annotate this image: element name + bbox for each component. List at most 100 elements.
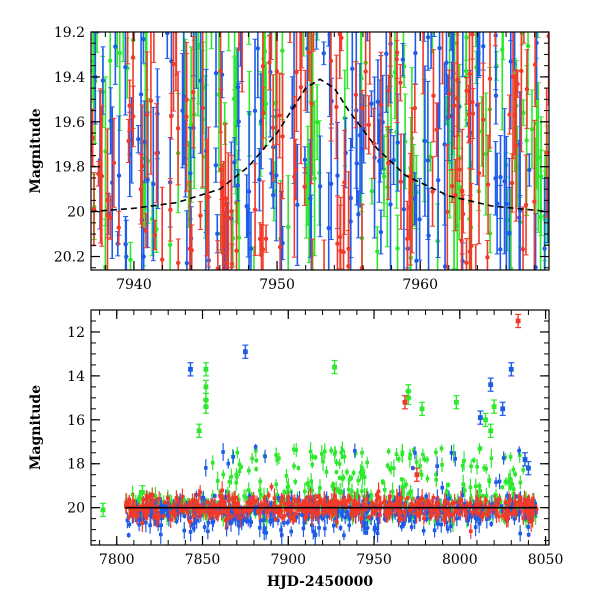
data-point <box>473 525 478 529</box>
data-point <box>511 467 516 472</box>
data-point <box>388 7 392 11</box>
data-point <box>150 503 155 508</box>
data-point <box>317 184 323 189</box>
outlier-point <box>526 465 531 471</box>
data-point <box>400 450 405 455</box>
data-point <box>443 513 448 518</box>
data-point <box>346 263 351 269</box>
y-tick-label: 20 <box>67 205 85 221</box>
data-point <box>513 499 517 504</box>
data-point <box>408 206 413 212</box>
data-point <box>433 518 438 523</box>
data-point <box>503 500 508 505</box>
data-point <box>525 43 531 49</box>
data-point <box>275 457 279 462</box>
data-point <box>446 527 450 531</box>
data-point <box>449 506 454 511</box>
data-point <box>513 143 519 148</box>
data-point <box>499 504 504 509</box>
data-point <box>145 21 149 25</box>
data-point <box>252 507 256 511</box>
data-point <box>198 490 202 495</box>
data-point <box>215 266 220 270</box>
data-point <box>308 27 312 31</box>
data-point <box>247 508 252 513</box>
bottom-panel-data-points <box>100 313 539 545</box>
data-point <box>236 513 240 517</box>
data-point <box>237 469 242 474</box>
data-point <box>343 515 347 520</box>
data-point <box>531 503 536 507</box>
data-point <box>252 207 258 212</box>
data-point <box>105 197 110 203</box>
data-point <box>518 531 522 536</box>
data-point <box>144 520 148 525</box>
data-point <box>366 501 371 505</box>
data-point <box>274 69 280 74</box>
data-point <box>353 449 357 453</box>
data-point <box>246 189 252 194</box>
outlier-point <box>522 456 528 462</box>
data-point <box>300 5 304 9</box>
data-point <box>173 32 179 34</box>
data-point <box>140 521 145 525</box>
data-point <box>224 525 229 530</box>
data-point <box>531 512 536 516</box>
data-point <box>338 490 343 495</box>
data-point <box>425 476 430 481</box>
data-point <box>494 493 498 498</box>
data-point <box>232 160 237 165</box>
outlier-point <box>188 366 193 372</box>
data-point <box>449 451 454 455</box>
data-point <box>291 502 295 506</box>
data-point <box>401 207 407 212</box>
data-point <box>426 504 431 508</box>
data-point <box>282 513 287 518</box>
data-point <box>378 513 382 517</box>
data-point <box>129 1 133 5</box>
data-point <box>367 498 372 502</box>
data-point <box>378 102 384 108</box>
data-point <box>507 112 512 117</box>
data-point <box>342 455 347 459</box>
data-point <box>194 493 199 497</box>
data-point <box>326 225 331 231</box>
data-point <box>329 504 333 508</box>
data-point <box>258 518 263 523</box>
data-point <box>137 494 142 499</box>
data-point <box>340 448 345 453</box>
data-point <box>128 257 133 262</box>
data-point <box>532 62 538 67</box>
data-point <box>390 508 395 513</box>
data-point <box>212 494 217 498</box>
data-point <box>356 212 361 217</box>
data-point <box>315 3 319 7</box>
data-point <box>286 494 291 499</box>
data-point <box>175 126 181 131</box>
data-point <box>461 482 465 487</box>
data-point <box>95 25 99 29</box>
data-point <box>282 502 287 506</box>
data-point <box>293 511 297 516</box>
data-point <box>340 511 344 516</box>
data-point <box>390 489 395 494</box>
data-point <box>442 142 447 147</box>
data-point <box>213 162 219 168</box>
data-point <box>474 271 478 275</box>
data-point <box>226 489 230 494</box>
data-point <box>435 178 441 183</box>
data-point <box>408 489 413 494</box>
data-point <box>163 504 167 509</box>
data-point <box>291 513 295 517</box>
data-point <box>280 495 285 500</box>
data-point <box>252 272 256 276</box>
data-point <box>431 93 436 98</box>
data-point <box>285 224 291 230</box>
data-point <box>517 495 521 500</box>
data-point <box>310 274 314 278</box>
data-point <box>417 499 421 503</box>
data-point <box>342 507 347 512</box>
data-point <box>426 233 431 238</box>
data-point <box>271 518 275 522</box>
data-point <box>399 524 404 529</box>
